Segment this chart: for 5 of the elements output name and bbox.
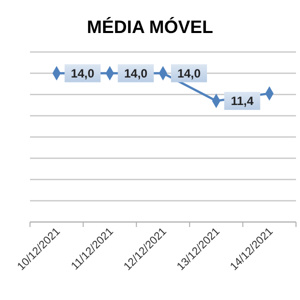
data-label: 11,4	[230, 94, 254, 108]
data-label: 14,0	[177, 66, 201, 80]
data-label: 14,0	[124, 66, 148, 80]
data-label: 14,0	[70, 66, 95, 80]
chart-title: MÉDIA MÓVEL	[86, 17, 214, 37]
